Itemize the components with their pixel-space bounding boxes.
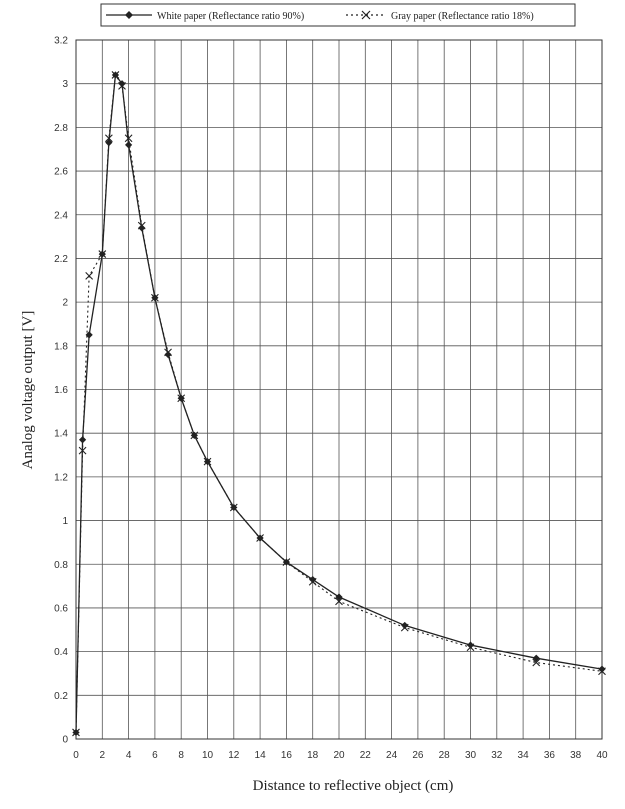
plot-area-border [75,39,603,740]
x-tick-label: 0 [73,750,79,761]
y-tick-label: 2.4 [54,210,68,221]
x-tick-label: 34 [518,750,530,761]
gray-paper-point [78,446,87,455]
x-axis-label: Distance to reflective object (cm) [253,778,454,794]
white-paper-point [309,575,317,584]
x-tick-label: 22 [360,750,372,761]
x-tick-label: 6 [152,750,158,761]
legend-box [100,3,576,27]
white-paper-point [125,141,133,149]
y-tick-label: 0.6 [54,603,68,614]
x-tick-label: 10 [202,750,214,761]
gray-paper-point [466,643,475,652]
gray-paper-point [164,348,172,357]
y-tick-label: 0.2 [54,691,68,702]
y-tick-label: 3.2 [54,36,68,47]
x-tick-label: 8 [178,750,184,761]
gray-paper-point [598,667,606,676]
x-tick-label: 20 [333,750,345,761]
gray-paper-point [229,503,238,512]
gray-paper-point [282,558,291,566]
gray-paper-point [203,457,212,466]
gray-paper-point [256,534,264,542]
gray-paper-point [111,71,120,79]
gray-paper-point [400,623,409,632]
y-tick-label: 3 [62,79,68,90]
x-tick-label: 12 [228,750,240,761]
x-tick-label: 24 [386,750,398,761]
gray-paper-point [124,134,133,143]
gray-paper-point [335,597,343,606]
white-paper-point [78,436,87,444]
white-paper-point [164,350,172,359]
x-tick-label: 40 [596,750,608,761]
gray-paper-point [190,431,199,440]
y-tick-label: 1 [62,516,68,527]
x-tick-label: 36 [544,750,556,761]
white-paper-point [598,665,606,673]
gray-paper-point [98,250,107,258]
gray-paper-point [308,577,317,586]
white-paper-point [532,654,540,662]
x-tick-label: 26 [412,750,424,761]
gray-paper-point [177,394,186,403]
x-tick-label: 28 [439,750,451,761]
y-tick-label: 1.6 [54,385,68,396]
y-tick-label: 2.2 [54,254,68,265]
x-tick-label: 2 [100,750,106,761]
white-paper-point [138,224,146,232]
gray-paper-point [118,81,126,90]
y-tick-label: 0.8 [54,560,68,571]
plot-grid [75,39,603,740]
gray-paper-point [137,221,146,230]
y-tick-label: 1.2 [54,472,68,483]
white-paper-point [401,621,409,630]
x-tick-label: 16 [281,750,293,761]
legend-gray-marker [361,10,371,20]
y-tick-label: 1.8 [54,341,68,352]
legend: White paper (Reflectance ratio 90%) Gray… [100,3,576,27]
y-tick-label: 2.8 [54,123,68,134]
y-tick-label: 0.4 [54,647,68,658]
x-axis-ticks: 0 2 4 6 8 10 12 14 16 18 20 22 24 26 28 30 32 34 36 38 40 [73,750,608,761]
gray-paper-point [532,658,541,667]
y-axis-ticks: 0 0.2 0.4 0.6 0.8 1 1.2 1.4 1.6 1.8 2 2.2 2.4 2.6 2.8 3… [54,36,68,746]
x-tick-label: 38 [570,750,582,761]
gray-paper-point [151,293,159,302]
y-tick-label: 2.6 [54,167,68,178]
series-layer [72,71,606,737]
gray-paper-point [72,728,80,737]
x-tick-label: 4 [126,750,132,761]
y-tick-label: 1.4 [54,429,68,440]
legend-gray-label: Gray paper (Reflectance ratio 18%) [391,11,534,22]
legend-white-marker [125,11,133,19]
x-tick-label: 18 [307,750,319,761]
x-tick-label: 30 [465,750,477,761]
x-tick-label: 14 [255,750,267,761]
y-tick-label: 0 [62,735,68,746]
x-tick-label: 32 [491,750,503,761]
gray-paper-point [85,272,94,280]
white-paper-point [466,641,475,649]
y-axis-label: Analog voltage output [V] [20,311,36,470]
y-tick-label: 2 [62,298,68,309]
gray-paper-point [104,134,113,143]
legend-white-label: White paper (Reflectance ratio 90%) [157,11,304,22]
